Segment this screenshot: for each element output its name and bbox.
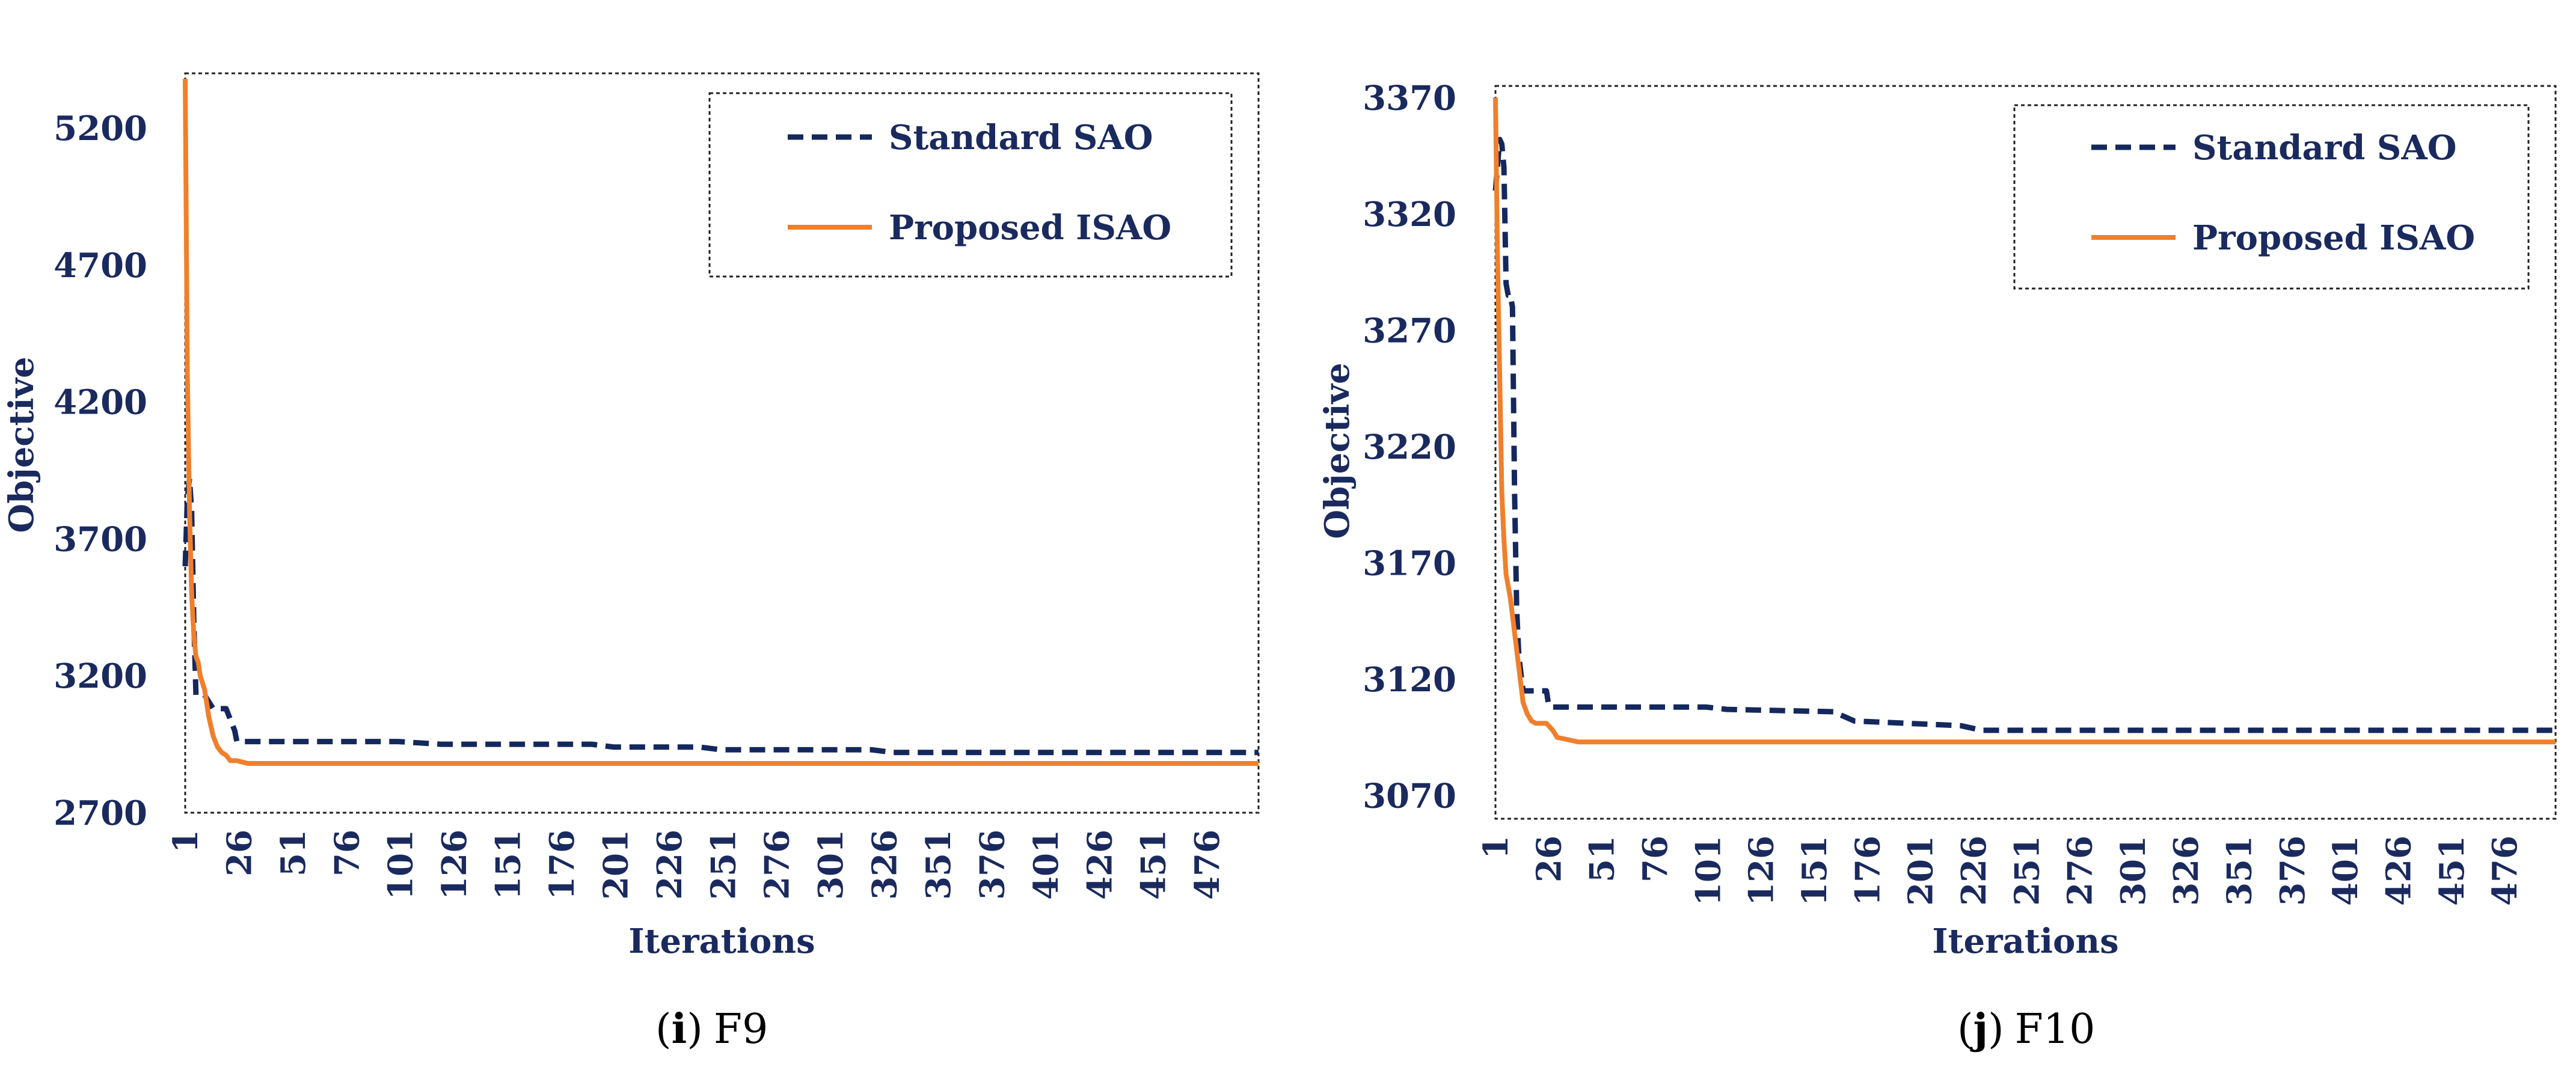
plot-area-frame (1494, 85, 2557, 820)
x-tick-label: 276 (758, 830, 797, 900)
y-tick-label: 3320 (1363, 195, 1456, 234)
x-tick-label: 226 (650, 830, 690, 900)
legend-label-proposed-isao: Proposed ISAO (2192, 218, 2475, 258)
x-tick-label: 451 (1134, 830, 1174, 900)
caption-letter: j (1970, 1005, 1989, 1053)
legend-frame (708, 92, 1233, 278)
plot-area-frame (184, 72, 1260, 814)
caption-close-paren: ) (1988, 1006, 2004, 1053)
y-tick-label: 3070 (1363, 776, 1456, 816)
x-tick-label: 251 (704, 830, 743, 900)
x-tick-label: 51 (274, 830, 313, 876)
series-line-proposed-isao (183, 79, 1259, 766)
x-axis-title: Iterations (628, 922, 815, 961)
caption-open-paren: ( (1957, 1006, 1973, 1053)
x-tick-label: 301 (2114, 836, 2153, 906)
legend-frame (2013, 104, 2530, 290)
x-tick-label: 426 (1080, 830, 1120, 900)
x-tick-label: 351 (919, 830, 958, 900)
caption-open-paren: ( (655, 1006, 672, 1053)
legend: Standard SAO Proposed ISAO (2013, 104, 2530, 290)
x-tick-label: 126 (435, 830, 474, 900)
x-tick-label: 26 (219, 830, 259, 876)
legend-label-standard-sao: Standard SAO (889, 118, 1153, 157)
x-tick-label: 401 (2326, 836, 2366, 906)
x-tick-label: 26 (1529, 836, 1569, 882)
series-line-standard-sao (1492, 136, 2556, 733)
y-tick-label: 3700 (54, 519, 147, 559)
y-axis-title: Objective (1317, 362, 1357, 539)
y-tick-label: 3370 (1363, 78, 1456, 118)
caption-letter: i (672, 1005, 687, 1053)
x-tick-label: 251 (2007, 836, 2047, 906)
x-tick-label: 476 (1188, 830, 1227, 900)
x-tick-label: 151 (489, 830, 529, 900)
x-tick-label: 326 (865, 830, 905, 900)
y-tick-label: 4700 (54, 246, 147, 286)
x-tick-label: 326 (2167, 836, 2206, 906)
legend-label-proposed-isao: Proposed ISAO (889, 208, 1171, 248)
x-tick-label: 451 (2432, 836, 2472, 906)
x-tick-label: 1 (166, 830, 206, 853)
y-tick-label: 3220 (1363, 427, 1456, 467)
y-tick-label: 3200 (54, 656, 147, 696)
caption-close-paren: ) (687, 1006, 703, 1053)
x-tick-label: 176 (1848, 836, 1888, 906)
x-tick-label: 76 (327, 830, 367, 876)
y-tick-label: 3170 (1363, 543, 1456, 583)
x-tick-label: 351 (2220, 836, 2260, 906)
x-tick-label: 476 (2485, 836, 2525, 906)
x-tick-label: 301 (811, 830, 851, 900)
x-tick-label: 1 (1476, 836, 1516, 859)
y-tick-label: 5200 (54, 109, 147, 148)
legend-label-standard-sao: Standard SAO (2192, 128, 2457, 168)
x-tick-label: 426 (2379, 836, 2419, 906)
x-tick-label: 376 (2273, 836, 2313, 906)
x-tick-label: 401 (1026, 830, 1066, 900)
x-tick-label: 276 (2061, 836, 2100, 906)
y-tick-label: 3120 (1363, 660, 1456, 700)
legend: Standard SAO Proposed ISAO (708, 92, 1233, 278)
panel-caption: (j) F10 (1957, 1005, 2095, 1053)
y-tick-label: 4200 (54, 383, 147, 423)
panel-caption: (i) F9 (655, 1005, 768, 1053)
x-tick-label: 201 (1901, 836, 1941, 906)
x-tick-label: 151 (1795, 836, 1835, 906)
x-tick-label: 51 (1583, 836, 1622, 882)
x-tick-label: 76 (1636, 836, 1675, 882)
x-tick-label: 226 (1954, 836, 1994, 906)
series-line-proposed-isao (1493, 97, 2556, 745)
x-axis-title: Iterations (1932, 922, 2118, 961)
x-tick-label: 101 (1688, 836, 1728, 906)
x-tick-label: 201 (596, 830, 636, 900)
x-tick-label: 101 (381, 830, 421, 900)
y-tick-label: 2700 (54, 793, 147, 833)
x-tick-label: 176 (542, 830, 582, 900)
series-line-standard-sao (182, 475, 1259, 756)
caption-label: F9 (714, 1006, 768, 1053)
x-tick-label: 126 (1742, 836, 1782, 906)
x-tick-label: 376 (972, 830, 1012, 900)
y-tick-label: 3270 (1363, 311, 1456, 350)
y-axis-title: Objective (2, 356, 41, 533)
caption-label: F10 (2015, 1006, 2096, 1053)
